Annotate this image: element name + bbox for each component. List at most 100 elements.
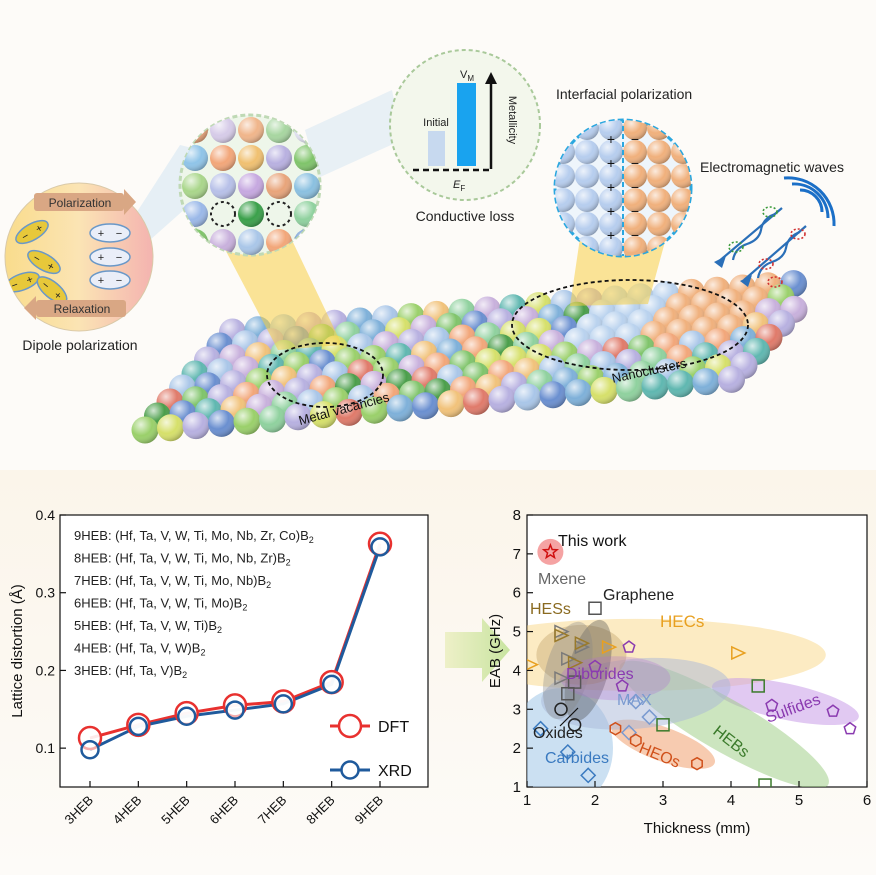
atom-shade xyxy=(238,229,264,255)
atom-shade xyxy=(182,173,208,199)
atom-shade xyxy=(238,117,264,143)
y-tick-label: 1 xyxy=(513,779,521,796)
point-graphene xyxy=(567,675,582,689)
y-tick-label: 3 xyxy=(513,701,521,718)
y-axis-label: EAB (GHz) xyxy=(487,614,504,688)
atom-shade xyxy=(335,398,363,426)
dipole-polarization-label: Dipole polarization xyxy=(22,337,137,353)
point-heos xyxy=(691,756,703,771)
point-xrd xyxy=(273,694,294,714)
atom-shade xyxy=(623,212,647,236)
atom-shade xyxy=(310,401,337,429)
atom-shade xyxy=(386,394,414,422)
svg-text:+: + xyxy=(34,222,46,236)
polarization-arrow xyxy=(34,193,124,211)
point-hecs xyxy=(731,645,747,661)
y-tick-label: 0.1 xyxy=(36,740,56,756)
dipole-inset: −+−+− + −++ −+ −+ − Polarization Relaxation xyxy=(4,182,154,332)
atom-shade xyxy=(210,145,236,171)
oxides-pointer xyxy=(559,707,579,727)
svg-text:+: + xyxy=(45,260,57,274)
metallicity-label: Metallicity xyxy=(506,96,518,145)
atom-shade xyxy=(266,173,292,199)
heos-region xyxy=(610,719,716,769)
vacancy-inset xyxy=(178,113,322,257)
vm-bar xyxy=(457,83,476,166)
aligned-dipole: + − xyxy=(89,247,131,267)
minus-charge: − xyxy=(631,203,639,219)
point-hecs xyxy=(601,639,618,655)
zoom-beam-vacancies xyxy=(218,236,342,350)
point-hess xyxy=(574,636,591,651)
graphene-region xyxy=(564,619,612,721)
atom-shade xyxy=(575,212,599,236)
point-hecs xyxy=(527,658,540,671)
y-tick-label: 8 xyxy=(513,507,521,524)
svg-text:−: − xyxy=(116,275,122,287)
initial-bar xyxy=(428,131,445,166)
y-tick-label: 6 xyxy=(513,585,521,602)
zoom-beam-conductive xyxy=(305,90,402,178)
svg-text:+: + xyxy=(98,275,104,287)
atom-shade xyxy=(208,409,235,437)
legend-label: DFT xyxy=(378,719,409,736)
point-hebs xyxy=(758,778,772,787)
atom-shade xyxy=(575,140,599,164)
atom-shade xyxy=(623,164,647,188)
x-axis-label: Thickness (mm) xyxy=(644,820,751,837)
atom-shade xyxy=(238,201,264,227)
composition-label: 7HEB: (Hf, Ta, V, W, Ti, Mo, Nb)B2 xyxy=(74,573,271,590)
label-hecs: HECs xyxy=(660,612,704,631)
initial-label: Initial xyxy=(423,117,449,129)
y-tick-label: 7 xyxy=(513,546,521,563)
interfacial-polarization-label: Interfacial polarization xyxy=(556,86,692,102)
atom-shade xyxy=(599,188,623,212)
em-wave-dots xyxy=(728,206,806,288)
this-work-star-icon xyxy=(541,542,560,560)
composition-label: 3HEB: (Hf, Ta, V)B2 xyxy=(74,663,187,680)
y-tick-label: 5 xyxy=(513,624,521,641)
point-sulfides xyxy=(843,721,857,735)
atom-shade xyxy=(539,381,567,409)
vm-label: VM xyxy=(460,69,474,83)
atom-shade xyxy=(647,212,671,236)
point-sulfides xyxy=(826,704,840,717)
conductive-inset: Initial VM EF Metallicity Conductive los… xyxy=(389,49,541,224)
polarization-label: Polarization xyxy=(49,196,112,210)
atom-shade xyxy=(157,414,184,442)
y-axis-label: Lattice distortion (Å) xyxy=(9,584,26,717)
point-sulfides xyxy=(765,698,779,712)
plus-charge: + xyxy=(607,179,615,195)
minus-charge: − xyxy=(631,227,639,243)
atom-shade xyxy=(488,385,516,413)
atom-shade xyxy=(647,188,671,212)
atom-shade xyxy=(590,376,618,404)
atom-shade xyxy=(266,145,292,171)
atom-shade xyxy=(412,392,439,420)
vacancy-site xyxy=(210,201,236,227)
aligned-dipole: + − xyxy=(89,223,131,243)
point-heos xyxy=(609,721,622,736)
vacancy-region-outline xyxy=(266,342,384,408)
atom-shade xyxy=(667,370,694,398)
atom-shade xyxy=(437,390,465,418)
atom-shade xyxy=(692,368,720,396)
lattice-plot-frame xyxy=(59,514,429,788)
svg-text:−: − xyxy=(10,279,20,292)
point-carbides xyxy=(532,720,549,737)
atom-shade xyxy=(259,405,286,433)
composition-label: 8HEB: (Hf, Ta, V, W, Ti, Mo, Nb, Zr)B2 xyxy=(74,551,291,568)
svg-text:−: − xyxy=(116,228,122,240)
y-tick-label: 0.2 xyxy=(36,662,56,678)
point-diborides xyxy=(622,640,636,653)
minus-charge: − xyxy=(631,179,639,195)
point-graphene xyxy=(561,686,575,701)
x-tick-label: 6 xyxy=(863,792,871,809)
label-graphene: Graphene xyxy=(603,587,674,604)
point-carbides xyxy=(559,743,576,761)
atom-shade xyxy=(575,164,599,188)
x-tick-label: 4 xyxy=(727,792,735,809)
label-hess: HESs xyxy=(530,601,571,618)
